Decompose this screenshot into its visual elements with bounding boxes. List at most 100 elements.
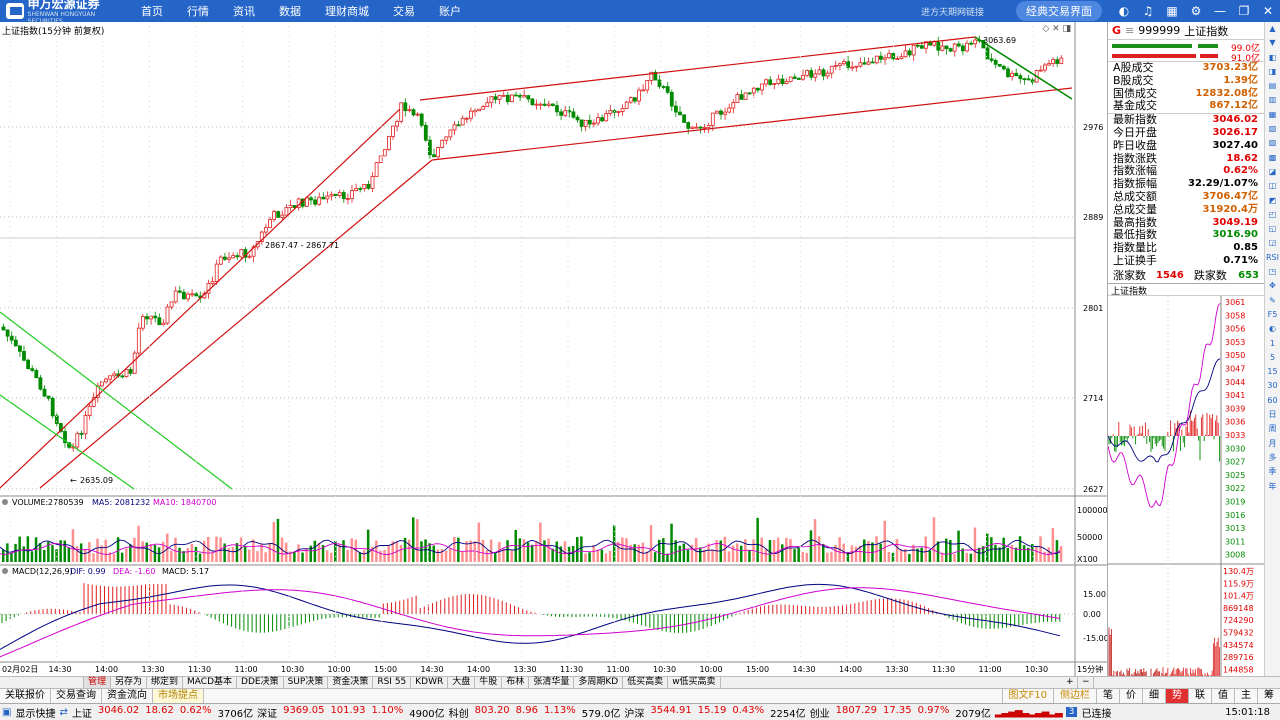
tab-price[interactable]: 价 — [1119, 689, 1142, 703]
status-index-item[interactable]: 科创 803.20 8.96 1.13% 579.0亿 — [449, 705, 621, 720]
tab-main[interactable]: 主 — [1234, 689, 1257, 703]
side-tool-button[interactable]: 30 — [1267, 381, 1278, 391]
topbar-hint[interactable]: 进方天期网链接 — [920, 7, 984, 18]
volume-bar — [153, 544, 157, 562]
tab-fund-flow[interactable]: 资金流向 — [102, 689, 153, 703]
side-tool-button[interactable]: 60 — [1267, 395, 1278, 405]
indicator-tab[interactable]: RSI 55 — [373, 677, 412, 688]
menu-trade[interactable]: 交易 — [393, 5, 415, 18]
side-tool-button[interactable]: ◐ — [1269, 324, 1276, 334]
indicator-tab[interactable]: 低买高卖 — [623, 677, 669, 688]
quote-menu-icon[interactable]: ≡ — [1125, 24, 1135, 37]
kline-chart[interactable]: 2976 2889 2801 2714 2627 100000 50000 X100 15.00… — [0, 22, 1107, 676]
volume-tick-label: X100 — [1077, 555, 1098, 564]
side-tool-button[interactable]: ◳ — [1268, 267, 1277, 277]
indicator-tab[interactable]: 管理 — [84, 677, 112, 688]
tab-chips[interactable]: 筹 — [1257, 689, 1280, 703]
tab-value[interactable]: 值 — [1211, 689, 1234, 703]
side-tool-button[interactable]: 日 — [1268, 410, 1277, 420]
menu-data[interactable]: 数据 — [279, 5, 301, 18]
minimize-icon[interactable]: — — [1214, 4, 1226, 18]
zoom-in-button[interactable]: + — [1062, 677, 1078, 688]
index-switch-icon[interactable]: ⇄ — [59, 706, 68, 718]
side-tool-button[interactable]: 多 — [1268, 452, 1277, 462]
status-index-item[interactable]: 沪深 3544.91 15.19 0.43% 2254亿 — [624, 705, 805, 720]
side-tool-button[interactable]: ◱ — [1268, 224, 1277, 234]
connection-status[interactable]: 已连接 — [1081, 708, 1112, 720]
side-tool-button[interactable]: 年 — [1268, 481, 1277, 491]
close-icon[interactable]: ✕ — [1262, 4, 1274, 18]
status-index-item[interactable]: 深证 9369.05 101.93 1.10% 4900亿 — [257, 705, 445, 720]
menu-home[interactable]: 首页 — [141, 5, 163, 18]
indicator-tab[interactable]: 绑定到 — [147, 677, 184, 688]
brand-logo[interactable]: 申万宏源证券 SHENWAN HONGYUAN SECURITIES — [0, 0, 120, 25]
side-tool-button[interactable]: 季 — [1268, 467, 1277, 477]
menu-account[interactable]: 账户 — [439, 5, 461, 18]
indicator-tab[interactable]: w低买高卖 — [668, 677, 721, 688]
tab-sidebar[interactable]: 侧边栏 — [1053, 689, 1096, 703]
tab-related-quotes[interactable]: 关联报价 — [0, 689, 51, 703]
side-tool-button[interactable]: ▤ — [1268, 81, 1277, 91]
side-tool-button[interactable]: ▧ — [1268, 124, 1277, 134]
indicator-tab[interactable]: 布林 — [502, 677, 530, 688]
side-tool-button[interactable]: ✎ — [1269, 295, 1276, 305]
tab-market-tips[interactable]: 市场提点 — [153, 689, 204, 703]
headset-icon[interactable]: ♫ — [1142, 4, 1154, 18]
tab-f10[interactable]: 图文F10 — [1001, 689, 1053, 703]
side-tool-button[interactable]: ▲ — [1269, 24, 1276, 33]
tab-ticks[interactable]: 笔 — [1096, 689, 1119, 703]
volume-bar — [325, 550, 329, 562]
side-tool-button[interactable]: 15 — [1267, 367, 1278, 377]
show-shortcut[interactable]: 显示快捷 — [15, 708, 56, 720]
side-tool-button[interactable]: RSI — [1266, 252, 1279, 262]
tab-trade-query[interactable]: 交易查询 — [51, 689, 102, 703]
side-tool-button[interactable]: F5 — [1267, 309, 1278, 319]
skin-icon[interactable]: ◐ — [1118, 4, 1130, 18]
classic-trade-button[interactable]: 经典交易界面 — [1016, 1, 1102, 21]
grid-icon[interactable]: ▦ — [1166, 4, 1178, 18]
indicator-tab[interactable]: 牛股 — [475, 677, 503, 688]
indicator-tab[interactable]: MACD基本 — [183, 677, 238, 688]
indicator-tab[interactable]: 另存为 — [111, 677, 148, 688]
intraday-mini-chart[interactable]: 3061 3058 3056 3053 3050 3047 3044 3041 3039 3036… — [1107, 295, 1264, 682]
side-tool-button[interactable]: ▥ — [1268, 95, 1277, 105]
show-shortcut-icon[interactable]: ▣ — [2, 706, 12, 718]
settings-icon[interactable]: ⚙ — [1190, 4, 1202, 18]
status-index-item[interactable]: 创业 1807.29 17.35 0.97% 2079亿 — [810, 705, 991, 720]
side-tool-button[interactable]: 1 — [1269, 338, 1276, 348]
indicator-tab[interactable]: 张清华量 — [529, 677, 575, 688]
side-tool-button[interactable]: ◧ — [1268, 52, 1277, 62]
side-tool-button[interactable]: 周 — [1268, 424, 1277, 434]
side-tool-button[interactable]: 5 — [1269, 352, 1276, 362]
indicator-tab[interactable]: SUP决策 — [284, 677, 329, 688]
indicator-tab[interactable]: KDWR — [411, 677, 449, 688]
side-tool-button[interactable]: ◫ — [1268, 181, 1277, 191]
status-index-item[interactable]: 上证 3046.02 18.62 0.62% 3706亿 — [72, 705, 253, 720]
side-tool-button[interactable]: ◰ — [1268, 209, 1277, 219]
chart-toolbar-icons[interactable]: ◇ ✕ ◨ — [1042, 24, 1071, 34]
side-tool-button[interactable]: ✥ — [1269, 281, 1276, 291]
side-tool-button[interactable]: ▦ — [1268, 109, 1277, 119]
candle-body — [604, 113, 609, 122]
menu-news[interactable]: 资讯 — [233, 5, 255, 18]
tab-trend[interactable]: 势 — [1165, 689, 1188, 703]
menu-quotes[interactable]: 行情 — [187, 5, 209, 18]
side-tool-button[interactable]: ▨ — [1268, 138, 1277, 148]
side-tool-button[interactable]: 月 — [1268, 438, 1277, 448]
menu-wealth[interactable]: 理财商城 — [325, 5, 369, 18]
tab-detail[interactable]: 细 — [1142, 689, 1165, 703]
indicator-tab[interactable]: 大盘 — [448, 677, 476, 688]
indicator-tab[interactable]: 资金决策 — [328, 677, 374, 688]
side-tool-button[interactable]: ◨ — [1268, 66, 1277, 76]
side-tool-button[interactable]: ◩ — [1268, 195, 1277, 205]
side-tool-button[interactable]: ◲ — [1268, 238, 1277, 248]
side-tool-button[interactable]: ◪ — [1268, 166, 1277, 176]
side-tool-button[interactable]: ▼ — [1269, 38, 1276, 48]
indicator-tab[interactable]: 多周期KD — [574, 677, 624, 688]
zoom-out-button[interactable]: − — [1078, 677, 1094, 688]
restore-icon[interactable]: ❐ — [1238, 4, 1250, 18]
side-tool-button[interactable]: ▩ — [1268, 152, 1277, 162]
kline-chart-area[interactable]: 2976 2889 2801 2714 2627 100000 50000 X100 15.00… — [0, 22, 1107, 676]
tab-link[interactable]: 联 — [1188, 689, 1211, 703]
indicator-tab[interactable]: DDE决策 — [237, 677, 284, 688]
